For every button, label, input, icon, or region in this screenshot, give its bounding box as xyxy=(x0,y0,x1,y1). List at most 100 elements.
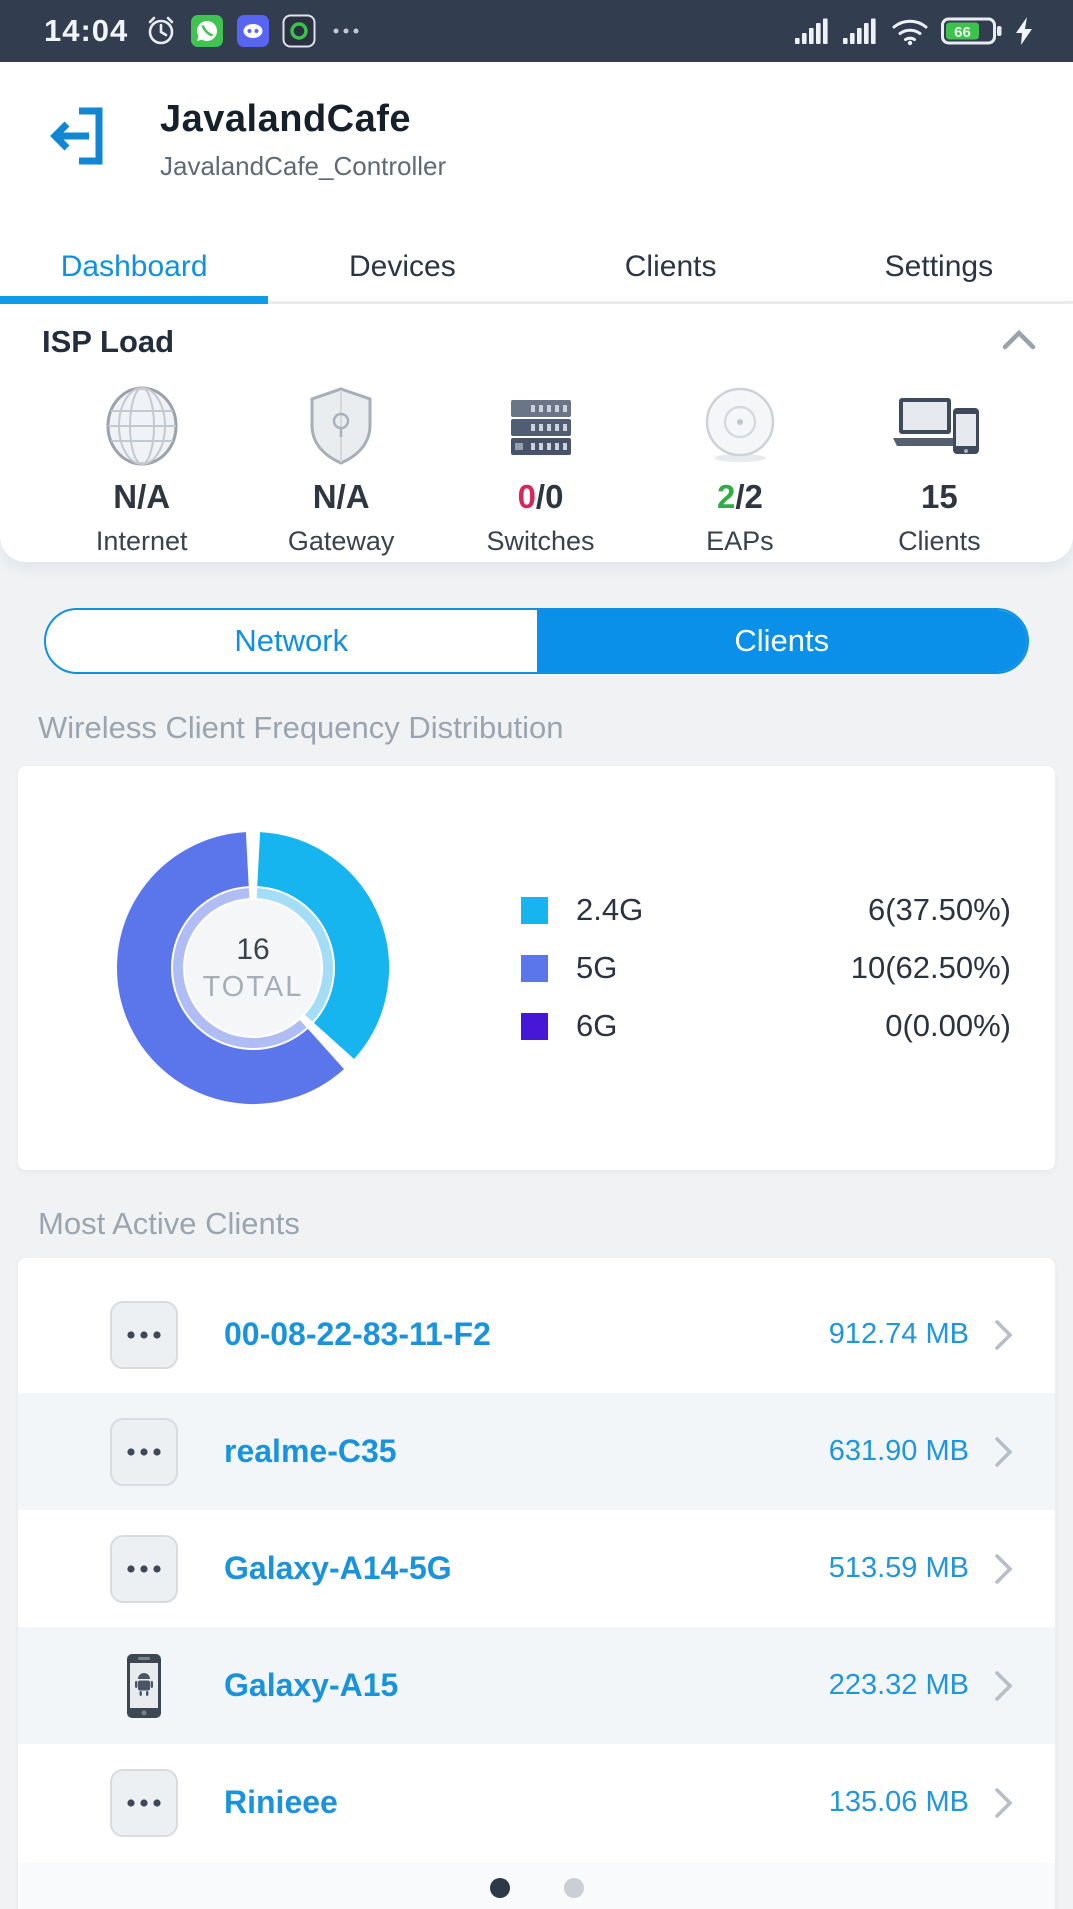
isp-load-card: ISP Load N/A Internet N/A Gateway 0/0 Switche… xyxy=(0,304,1073,562)
client-row[interactable]: realme-C35 631.90 MB xyxy=(18,1393,1055,1510)
collapse-section-button[interactable] xyxy=(999,327,1039,358)
isp-item-eaps[interactable]: 2/2 EAPs xyxy=(640,374,839,557)
toggle-option-clients[interactable]: Clients xyxy=(536,610,1027,672)
isp-label: Switches xyxy=(486,526,595,556)
isp-value: N/A xyxy=(312,478,370,515)
clients-devices-icon xyxy=(891,382,987,470)
isp-value: N/A xyxy=(113,478,171,515)
frequency-donut-chart: 16 TOTAL xyxy=(113,828,393,1108)
tab-settings[interactable]: Settings xyxy=(884,250,994,283)
gateway-shield-icon xyxy=(297,382,385,470)
isp-load-grid: N/A Internet N/A Gateway 0/0 Switches 2/2 EAPs 1… xyxy=(42,374,1039,557)
client-name[interactable]: Galaxy-A15 xyxy=(224,1667,399,1703)
page-dot-2[interactable] xyxy=(563,1878,584,1898)
client-row[interactable]: 00-08-22-83-11-F2 912.74 MB xyxy=(18,1276,1055,1393)
legend-row-6g: 6G 0(0.00%) xyxy=(521,997,1011,1055)
more-icon xyxy=(328,21,364,41)
bolt-icon xyxy=(1013,15,1035,47)
client-traffic: 223.32 MB xyxy=(828,1669,969,1701)
device-generic-icon xyxy=(108,1416,180,1488)
isp-value: 15 xyxy=(920,478,958,515)
isp-value: 0/0 xyxy=(517,478,564,515)
frequency-chart-card: 16 TOTAL 2.4G 6(37.50%) 5G 10(62.50%) 6G 0(0.… xyxy=(18,766,1055,1170)
device-generic-icon xyxy=(108,1299,180,1371)
client-row[interactable]: Galaxy-A14-5G 513.59 MB xyxy=(18,1510,1055,1627)
notification-icons xyxy=(144,14,364,48)
isp-label: EAPs xyxy=(706,526,774,556)
legend-label: 2.4G xyxy=(576,892,644,927)
cell-signal-icon xyxy=(841,16,879,46)
alarm-clock-icon xyxy=(144,14,178,48)
status-bar-left: 14:04 xyxy=(44,13,364,49)
legend-row-2.4g: 2.4G 6(37.50%) xyxy=(521,881,1011,939)
tab-dashboard[interactable]: Dashboard xyxy=(0,238,269,304)
site-header: JavalandCafe JavalandCafe_Controller xyxy=(0,62,1073,238)
most-active-clients-card: 00-08-22-83-11-F2 912.74 MB realme-C35 631.… xyxy=(18,1258,1055,1909)
isp-item-gateway[interactable]: N/A Gateway xyxy=(241,374,440,557)
page-indicator xyxy=(18,1863,1055,1909)
client-name[interactable]: 00-08-22-83-11-F2 xyxy=(224,1316,491,1352)
most-active-section-title: Most Active Clients xyxy=(38,1206,300,1241)
page-dot-1[interactable] xyxy=(489,1878,510,1898)
cell-signal-icon xyxy=(793,16,831,46)
client-name[interactable]: Rinieee xyxy=(224,1784,338,1820)
header-texts: JavalandCafe JavalandCafe_Controller xyxy=(160,98,446,238)
status-bar: 14:04 66 xyxy=(0,0,1073,62)
network-clients-toggle: Network Clients xyxy=(44,608,1029,674)
legend-swatch xyxy=(521,896,548,924)
chevron-right-icon[interactable] xyxy=(993,1318,1015,1352)
legend-label: 6G xyxy=(576,1008,618,1043)
whatsapp-icon xyxy=(190,14,224,48)
legend-swatch xyxy=(521,954,548,982)
tab-clients[interactable]: Clients xyxy=(624,250,717,283)
client-name[interactable]: Galaxy-A14-5G xyxy=(224,1550,452,1586)
isp-item-switches[interactable]: 0/0 Switches xyxy=(441,374,640,557)
status-bar-right: 66 xyxy=(793,15,1035,47)
isp-item-internet[interactable]: N/A Internet xyxy=(42,374,241,557)
tab-devices[interactable]: Devices xyxy=(349,250,456,283)
legend-value: 6(37.50%) xyxy=(867,892,1011,927)
legend-label: 5G xyxy=(576,950,618,985)
toggle-option-network[interactable]: Network xyxy=(234,623,349,658)
isp-item-clients[interactable]: 15 Clients xyxy=(840,374,1039,557)
client-traffic: 631.90 MB xyxy=(828,1435,969,1467)
isp-label: Internet xyxy=(95,526,188,556)
switch-icon xyxy=(495,382,587,470)
client-name[interactable]: realme-C35 xyxy=(224,1433,397,1469)
frequency-section-title: Wireless Client Frequency Distribution xyxy=(38,710,564,745)
internet-globe-icon xyxy=(98,382,186,470)
chevron-right-icon[interactable] xyxy=(993,1669,1015,1703)
tab-bar: Dashboard Devices Clients Settings xyxy=(0,238,1073,304)
client-row[interactable]: Rinieee 135.06 MB xyxy=(18,1744,1055,1861)
android-phone-icon xyxy=(108,1650,180,1722)
isp-label: Clients xyxy=(898,526,981,556)
clock-time: 14:04 xyxy=(44,13,129,48)
legend-value: 0(0.00%) xyxy=(885,1008,1011,1043)
device-generic-icon xyxy=(108,1767,180,1839)
isp-load-title: ISP Load xyxy=(42,324,175,359)
chart-legend: 2.4G 6(37.50%) 5G 10(62.50%) 6G 0(0.00%) xyxy=(521,881,1011,1055)
eap-icon xyxy=(694,382,786,470)
legend-swatch xyxy=(521,1012,548,1040)
chevron-right-icon[interactable] xyxy=(993,1435,1015,1469)
device-generic-icon xyxy=(108,1533,180,1605)
isp-label: Gateway xyxy=(287,526,395,556)
back-exit-button[interactable] xyxy=(42,102,108,170)
wifi-icon xyxy=(889,16,931,46)
isp-load-header: ISP Load xyxy=(42,316,1039,368)
discord-icon xyxy=(236,14,270,48)
client-traffic: 135.06 MB xyxy=(828,1786,969,1818)
legend-value: 10(62.50%) xyxy=(850,950,1011,985)
page-subtitle: JavalandCafe_Controller xyxy=(160,151,447,181)
chevron-right-icon[interactable] xyxy=(993,1786,1015,1820)
legend-row-5g: 5G 10(62.50%) xyxy=(521,939,1011,997)
isp-value: 2/2 xyxy=(716,478,763,515)
client-rows: 00-08-22-83-11-F2 912.74 MB realme-C35 631.… xyxy=(18,1276,1055,1861)
client-row[interactable]: Galaxy-A15 223.32 MB xyxy=(18,1627,1055,1744)
svg-text:66: 66 xyxy=(954,24,971,41)
page-title: JavalandCafe xyxy=(160,98,412,140)
donut-svg xyxy=(117,832,389,1104)
client-traffic: 912.74 MB xyxy=(828,1318,969,1350)
chevron-right-icon[interactable] xyxy=(993,1552,1015,1586)
